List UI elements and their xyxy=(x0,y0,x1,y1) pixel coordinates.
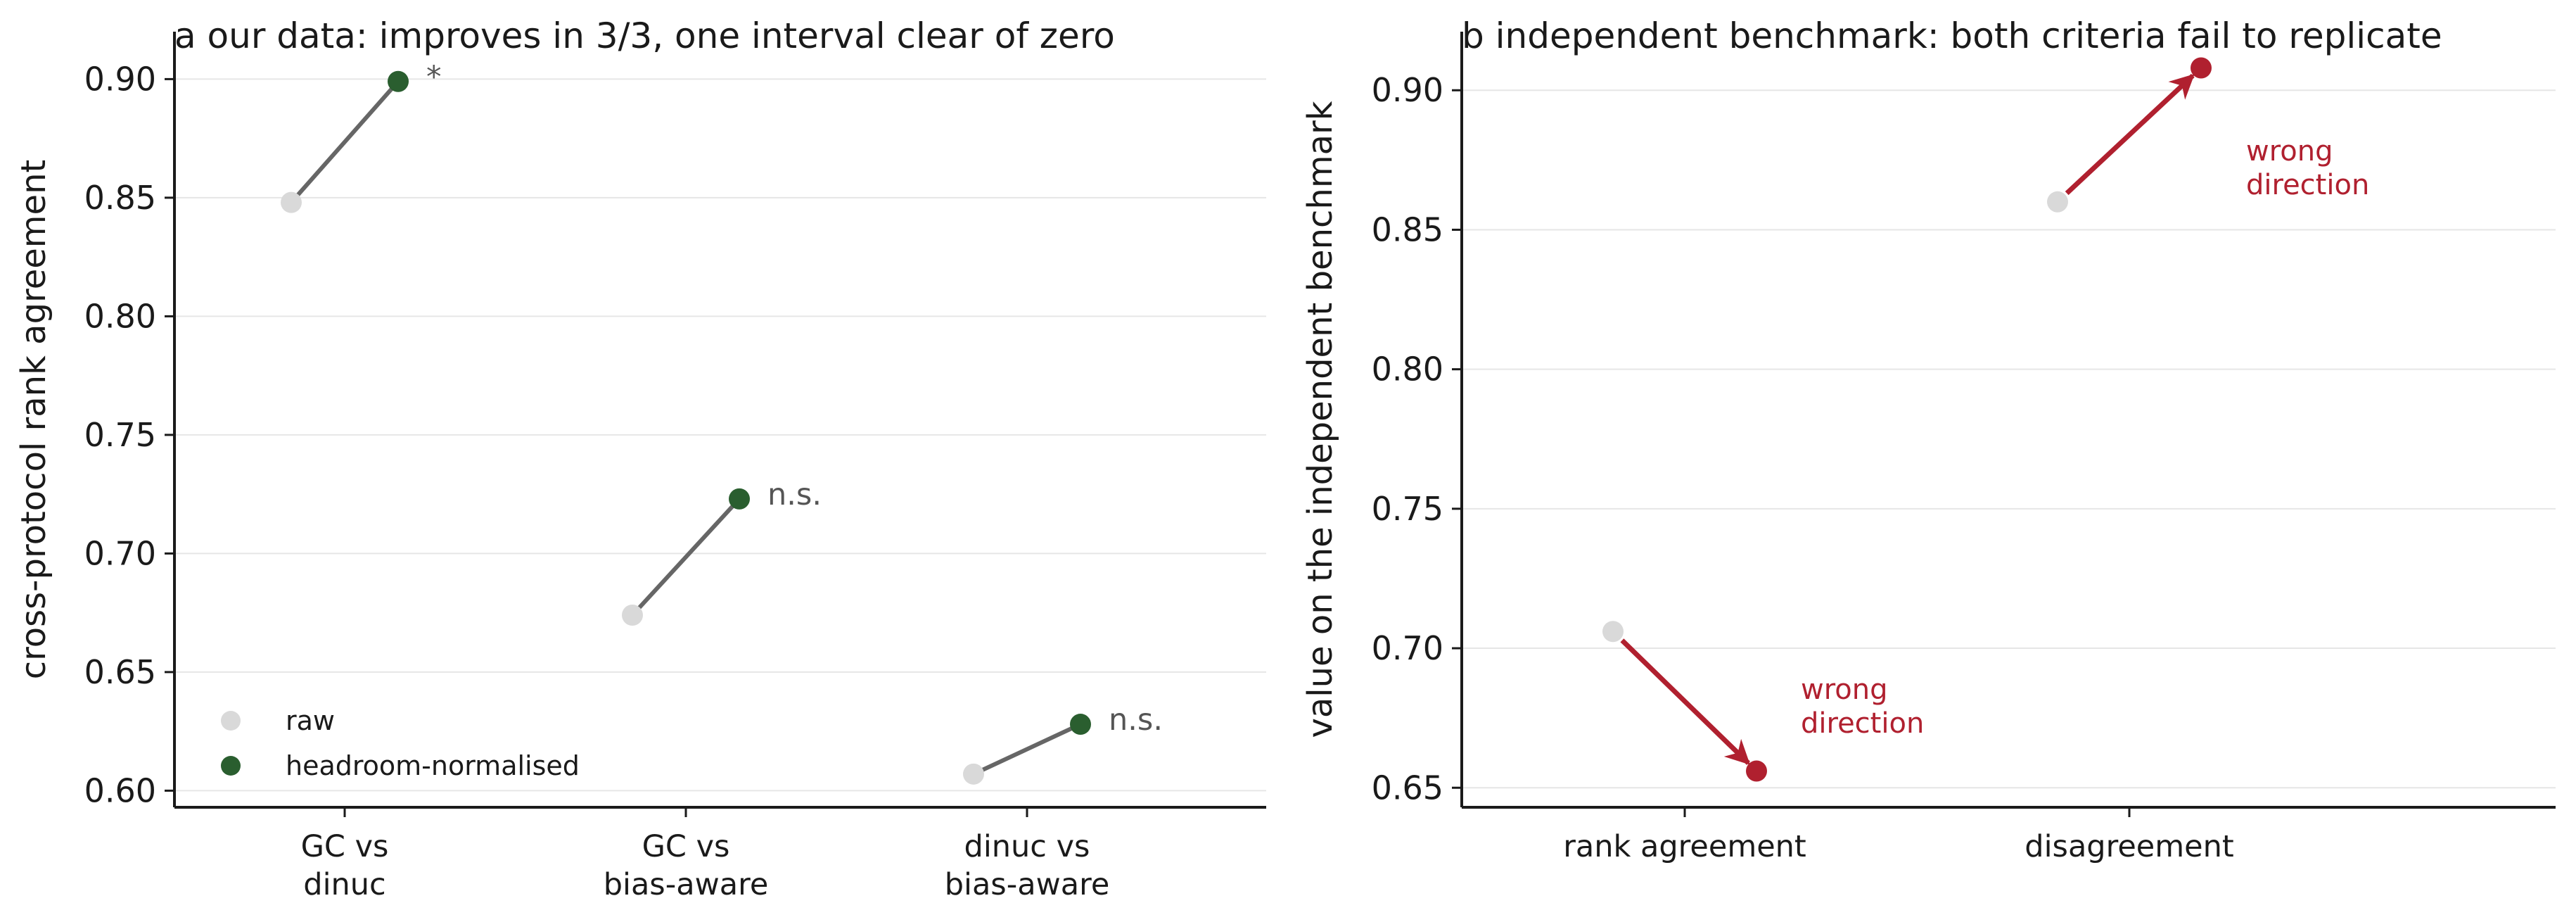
y-tick-label: 0.75 xyxy=(84,416,156,454)
x-tick-label: rank agreement xyxy=(1563,829,1806,864)
normalised-point xyxy=(729,488,750,510)
significance-label: n.s. xyxy=(1109,702,1163,738)
annotation-label: wrong xyxy=(2246,135,2333,168)
y-tick-label: 0.75 xyxy=(1372,490,1443,528)
y-tick-label: 0.65 xyxy=(1372,769,1443,807)
x-tick-label: dinuc vs xyxy=(964,829,1090,864)
x-tick-label: dinuc xyxy=(303,867,385,902)
change-arrow xyxy=(2065,73,2195,196)
chart-title: b independent benchmark: both criteria f… xyxy=(1462,15,2442,56)
y-tick-label: 0.90 xyxy=(1372,71,1443,109)
y-tick-label: 0.65 xyxy=(84,653,156,691)
significance-label: n.s. xyxy=(767,477,822,512)
raw-point xyxy=(281,191,302,213)
y-axis-label: cross-protocol rank agreement xyxy=(14,160,53,680)
normalised-point xyxy=(388,70,409,92)
panel-b: b independent benchmark: both criteria f… xyxy=(1301,15,2556,864)
annotation-label: direction xyxy=(2246,169,2369,201)
x-tick-label: disagreement xyxy=(2025,829,2233,864)
y-tick-label: 0.85 xyxy=(84,179,156,217)
significance-label: * xyxy=(426,60,442,95)
normalised-point xyxy=(1070,714,1091,735)
legend-marker xyxy=(221,711,241,731)
x-tick-label: GC vs xyxy=(642,829,730,864)
connector-line xyxy=(289,80,400,204)
y-axis-label: value on the independent benchmark xyxy=(1301,101,1340,738)
x-tick-label: GC vs xyxy=(301,829,389,864)
normalised-point xyxy=(1746,760,1767,782)
y-tick-label: 0.85 xyxy=(1372,210,1443,248)
y-tick-label: 0.80 xyxy=(1372,351,1443,389)
raw-point xyxy=(1602,621,1624,643)
raw-point xyxy=(2047,191,2068,213)
y-tick-label: 0.90 xyxy=(84,60,156,98)
raw-point xyxy=(622,605,643,626)
y-tick-label: 0.70 xyxy=(84,534,156,572)
legend-marker xyxy=(221,756,241,776)
y-tick-label: 0.80 xyxy=(84,297,156,335)
raw-point xyxy=(963,763,984,785)
y-tick-label: 0.70 xyxy=(1372,629,1443,667)
change-arrow xyxy=(1620,638,1751,765)
x-tick-label: bias-aware xyxy=(945,867,1110,902)
panel-a: a our data: improves in 3/3, one interva… xyxy=(14,15,1266,902)
y-tick-label: 0.60 xyxy=(84,771,156,809)
annotation-label: wrong xyxy=(1801,674,1888,706)
connector-line xyxy=(630,497,741,617)
annotation-label: direction xyxy=(1801,707,1924,740)
connector-line xyxy=(972,722,1082,776)
x-tick-label: bias-aware xyxy=(604,867,769,902)
legend-label: raw xyxy=(286,705,335,736)
legend-label: headroom-normalised xyxy=(286,750,580,781)
normalised-point xyxy=(2191,57,2212,79)
chart-title: a our data: improves in 3/3, one interva… xyxy=(174,15,1115,56)
